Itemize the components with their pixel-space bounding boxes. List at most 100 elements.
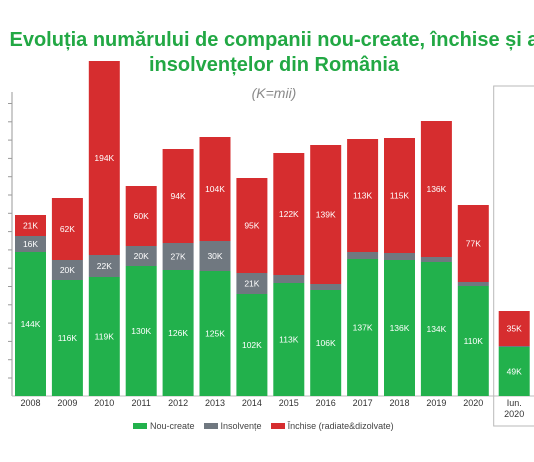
data-label: 136K	[390, 323, 410, 333]
bar-segment	[88, 255, 120, 277]
bar-segment	[457, 286, 489, 396]
bar-segment	[498, 311, 530, 346]
data-label: 119K	[95, 332, 115, 342]
x-tick-label: 2015	[279, 398, 299, 408]
legend-label-new: Nou-create	[150, 421, 195, 431]
data-label: 27K	[171, 252, 186, 262]
x-tick-label: 2020	[463, 398, 483, 408]
bar-segment	[310, 284, 342, 290]
data-label: 116K	[58, 333, 78, 343]
data-label: 77K	[466, 239, 481, 249]
bar-segment	[15, 215, 46, 236]
data-label: 194K	[94, 153, 114, 163]
legend-label-insolvent: Insolvențe	[220, 421, 262, 431]
data-label: 134K	[426, 324, 446, 334]
x-tick-label: 2013	[205, 398, 225, 408]
x-tick-label: 2018	[389, 398, 409, 408]
bar-segment	[15, 252, 46, 396]
bar-segment	[236, 273, 268, 294]
data-label: 21K	[244, 279, 259, 289]
bar-segment	[236, 178, 268, 273]
legend-swatch-new	[133, 423, 147, 429]
x-tick-label: Iun.	[507, 398, 522, 408]
data-label: 22K	[97, 261, 112, 271]
x-tick-label: 2008	[20, 398, 40, 408]
data-label: 122K	[279, 209, 299, 219]
bar-segment	[347, 139, 379, 252]
bar-segment	[347, 259, 379, 396]
x-tick-label: 2010	[94, 398, 114, 408]
legend-item-closed: Închise (radiate&dizolvate)	[270, 421, 394, 431]
data-label: 136K	[426, 184, 446, 194]
legend-label-closed: Închise (radiate&dizolvate)	[287, 421, 394, 431]
bar-segment	[199, 137, 231, 241]
bar-segment	[347, 252, 379, 259]
data-label: 95K	[244, 221, 259, 231]
bar-segment	[162, 149, 194, 243]
bar-segment	[199, 241, 231, 271]
x-tick-label: 2012	[168, 398, 188, 408]
data-label: 49K	[507, 367, 522, 377]
bar-segment	[457, 282, 489, 286]
bar-segment	[310, 290, 342, 396]
bar-segment	[88, 61, 120, 255]
bar-segment	[420, 121, 452, 257]
data-label: 21K	[23, 221, 38, 231]
bar-segment	[384, 138, 415, 253]
x-tick-label: 2014	[242, 398, 262, 408]
legend-item-insolvent: Insolvențe	[203, 421, 262, 431]
bar-segment	[199, 271, 231, 396]
bar-segment	[310, 145, 342, 284]
bar-segment	[125, 246, 157, 266]
bar-segment	[15, 236, 46, 252]
bar-segment	[498, 347, 530, 396]
data-label: 125K	[205, 329, 225, 339]
x-tick-label: 2020	[504, 409, 524, 419]
bar-segment	[88, 277, 120, 396]
bar-segment	[420, 262, 452, 396]
data-label: 20K	[134, 251, 149, 261]
chart-subtitle: (K=mii)	[251, 85, 297, 101]
data-label: 60K	[134, 211, 149, 221]
half-year-frame	[493, 85, 534, 427]
bars-group: 144K 16K 21K 116K 20K 62K 119K 22K 194K 130K 20K 60…	[12, 61, 534, 427]
legend: Nou-create Insolvențe Închise (radiate&d…	[133, 421, 403, 431]
bar-segment	[420, 257, 452, 262]
x-axis-labels: 2008 2009 2010 2011 2012 2013 2014 2015 2016 2017…	[20, 398, 524, 419]
data-label: 113K	[279, 335, 299, 345]
bar-segment	[51, 260, 83, 280]
legend-item-new: Nou-create	[133, 421, 195, 431]
bar-segment	[51, 280, 83, 396]
data-label: 102K	[242, 340, 262, 350]
bar-segment	[498, 346, 530, 347]
data-label: 35K	[507, 324, 522, 334]
bar-segment	[51, 198, 83, 260]
x-tick-label: 2019	[426, 398, 446, 408]
data-label: 137K	[353, 323, 373, 333]
bar-segment	[125, 266, 157, 396]
legend-swatch-insolvent	[203, 423, 218, 429]
x-tick-label: 2009	[57, 398, 77, 408]
chart-title: Evoluția numărului de companii nou-creat…	[9, 29, 534, 51]
bar-segment	[162, 243, 194, 270]
data-label: 94K	[171, 191, 186, 201]
legend-swatch-closed	[270, 423, 285, 429]
bar-segment	[273, 283, 305, 396]
bar-segment	[125, 186, 157, 246]
bar-segment	[162, 270, 194, 396]
data-label: 115K	[390, 191, 410, 201]
data-label: 110K	[464, 336, 484, 346]
y-axis	[8, 92, 13, 396]
data-label: 104K	[205, 184, 225, 194]
data-label: 62K	[60, 224, 75, 234]
data-label: 16K	[23, 239, 38, 249]
data-label: 139K	[316, 210, 336, 220]
data-label: 130K	[131, 326, 151, 336]
x-tick-label: 2016	[316, 398, 336, 408]
data-label: 113K	[353, 191, 373, 201]
bar-segment	[273, 275, 305, 283]
bar-segment	[457, 205, 489, 282]
bar-segment	[384, 253, 415, 260]
data-label: 30K	[207, 251, 222, 261]
